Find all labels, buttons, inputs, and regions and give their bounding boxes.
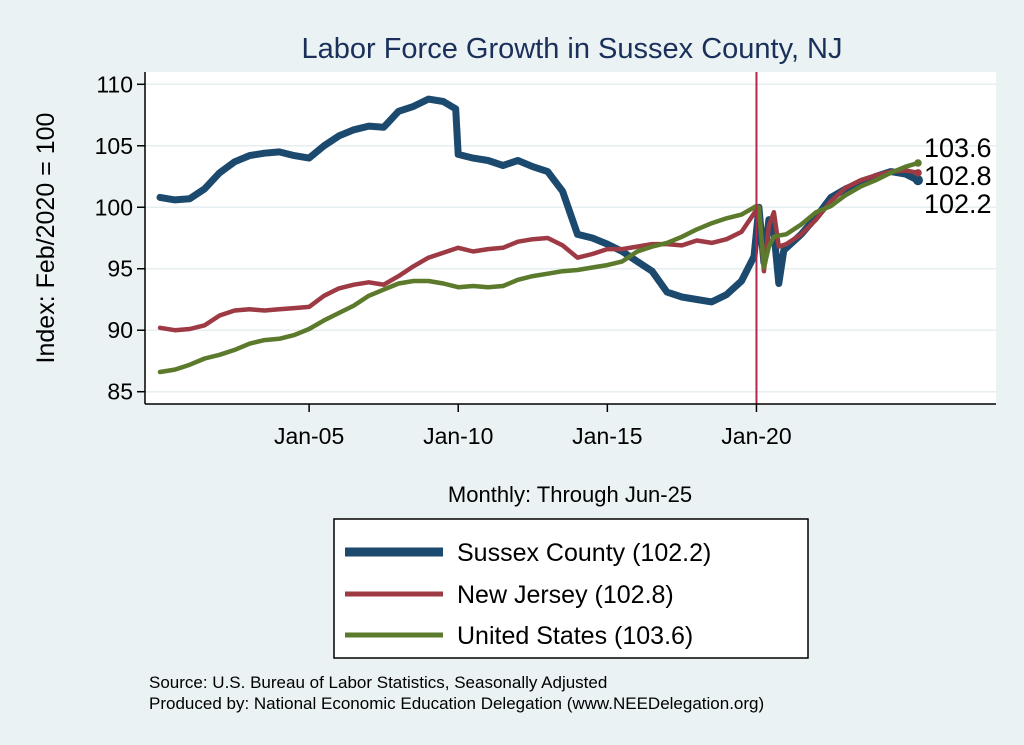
legend-label-sussex-county: Sussex County (102.2) [457,539,711,567]
series-endpoint-0 [913,175,923,186]
axes: 85 90 95 100 105 110 Jan-05 Jan-10 Jan-15 Jan-20 [95,71,996,449]
y-tick-label: 110 [96,71,133,97]
series-lines [156,72,923,404]
series-endpoint-2 [914,159,922,167]
series-endpoint-1 [914,169,922,177]
series-line-1 [157,168,921,333]
y-tick-label: 100 [95,194,133,220]
chart-text: Labor Force Growth in Sussex County, NJ … [32,33,992,507]
source-note: Source: U.S. Bureau of Labor Statistics,… [149,673,607,692]
end-label-sussex-county: 102.2 [924,189,992,219]
x-tick-label: Jan-15 [572,423,642,449]
end-label-united-states: 103.6 [924,133,992,163]
y-tick-label: 95 [107,256,133,282]
legend-label-united-states: United States (103.6) [457,622,693,650]
y-axis-label: Index: Feb/2020 = 100 [32,113,60,364]
x-tick-label: Jan-10 [423,423,493,449]
y-tick-label: 90 [107,317,133,343]
series-line-0 [156,95,922,306]
x-axis-label: Monthly: Through Jun-25 [448,482,692,507]
y-tick-label: 85 [107,379,133,405]
plot-area [145,72,996,404]
legend: Sussex County (102.2) New Jersey (102.8)… [333,518,809,659]
end-label-new-jersey: 102.8 [924,161,992,191]
x-tick-label: Jan-05 [274,423,344,449]
legend-label-new-jersey: New Jersey (102.8) [457,581,674,609]
series-line-2 [157,160,921,375]
producer-note: Produced by: National Economic Education… [149,694,764,713]
x-tick-label: Jan-20 [721,423,791,449]
chart-title: Labor Force Growth in Sussex County, NJ [301,33,842,65]
y-tick-label: 105 [95,133,133,159]
footnotes: Source: U.S. Bureau of Labor Statistics,… [149,673,764,713]
